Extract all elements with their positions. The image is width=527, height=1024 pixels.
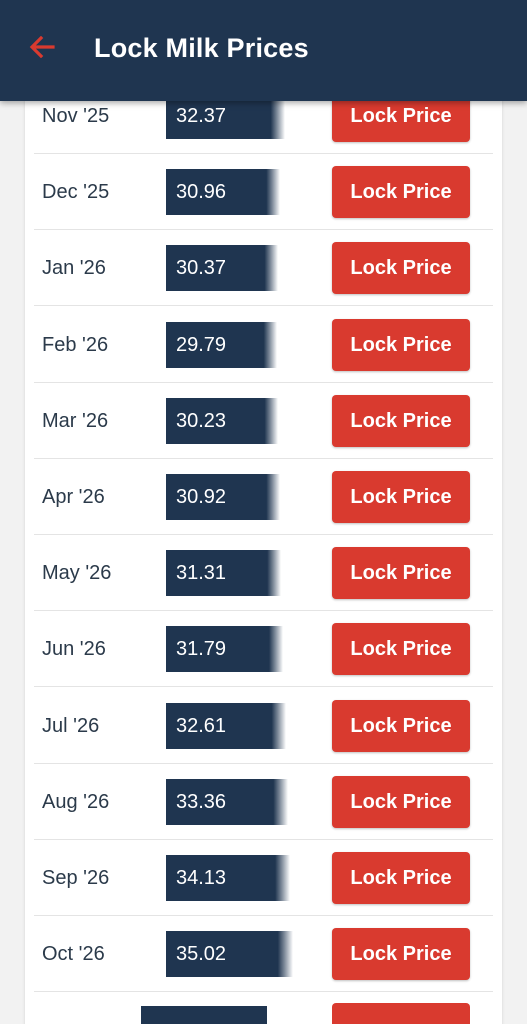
price-value: 33.36 [176,790,227,813]
partial-lock-price-button[interactable] [332,1003,470,1024]
price-row: May '26 31.31 Lock Price [34,535,493,612]
month-label: Mar '26 [42,409,109,432]
month-label: Jan '26 [42,257,106,280]
price-row: Apr '26 30.92 Lock Price [34,459,493,535]
lock-price-button[interactable]: Lock Price [332,166,470,219]
back-button[interactable] [24,30,60,64]
price-row: Jul '26 32.61 Lock Price [34,688,493,764]
price-bar: 34.13 [166,855,290,901]
month-label: Oct '26 [42,943,105,966]
month-label: Jun '26 [42,638,106,661]
price-bar: 30.96 [166,169,280,216]
app-header: Lock Milk Prices [0,0,527,101]
price-bar: 31.31 [166,550,281,597]
lock-price-button[interactable]: Lock Price [332,775,470,828]
price-value: 30.37 [176,257,227,280]
price-bar: 31.79 [166,626,283,673]
price-bar: 29.79 [166,321,277,368]
lock-price-button[interactable]: Lock Price [332,699,470,752]
month-label: May '26 [42,562,112,585]
price-value: 30.96 [176,181,227,204]
price-list-card: Nov '25 32.37 Lock Price Dec '25 30.96 Lock P… [25,80,502,1024]
lock-price-button[interactable]: Lock Price [332,547,470,600]
price-value: 34.13 [176,867,227,889]
lock-price-button[interactable]: Lock Price [332,394,470,447]
price-row: Sep '26 34.13 Lock Price [34,840,493,916]
price-row: Feb '26 29.79 Lock Price [34,307,493,383]
month-label: Sep '26 [42,867,110,889]
month-label: Feb '26 [42,333,109,356]
month-label: Apr '26 [42,486,105,508]
arrow-left-icon [29,36,55,58]
price-bar: 30.37 [166,245,278,292]
lock-price-button[interactable]: Lock Price [332,318,470,371]
price-value: 31.79 [176,638,227,661]
partial-price-bar [141,1006,267,1024]
lock-price-button[interactable]: Lock Price [332,623,470,676]
price-row: Oct '26 35.02 Lock Price [34,916,493,993]
month-label: Nov '25 [42,105,110,127]
price-row: Dec '25 30.96 Lock Price [34,154,493,231]
price-value: 31.31 [176,562,227,585]
price-bar: 30.92 [166,474,280,520]
price-bar: 32.61 [166,702,286,749]
lock-price-button[interactable]: Lock Price [332,928,470,981]
price-row: Aug '26 33.36 Lock Price [34,764,493,840]
price-row: Jan '26 30.37 Lock Price [34,230,493,307]
price-value: 30.23 [176,409,227,432]
month-label: Aug '26 [42,790,110,813]
price-value: 32.61 [176,714,227,737]
lock-price-button[interactable]: Lock Price [332,242,470,295]
price-value: 32.37 [176,105,227,127]
price-bar: 33.36 [166,778,288,825]
price-value: 29.79 [176,333,227,356]
price-bar: 35.02 [166,931,293,978]
price-row: Mar '26 30.23 Lock Price [34,383,493,459]
price-value: 30.92 [176,486,227,508]
month-label: Dec '25 [42,181,110,204]
price-value: 35.02 [176,943,227,966]
lock-price-button[interactable]: Lock Price [332,471,470,523]
price-bar: 30.23 [166,397,278,444]
month-label: Jul '26 [42,714,100,737]
price-row: Jun '26 31.79 Lock Price [34,611,493,688]
lock-price-button[interactable]: Lock Price [332,852,470,904]
page-title: Lock Milk Prices [94,33,309,63]
